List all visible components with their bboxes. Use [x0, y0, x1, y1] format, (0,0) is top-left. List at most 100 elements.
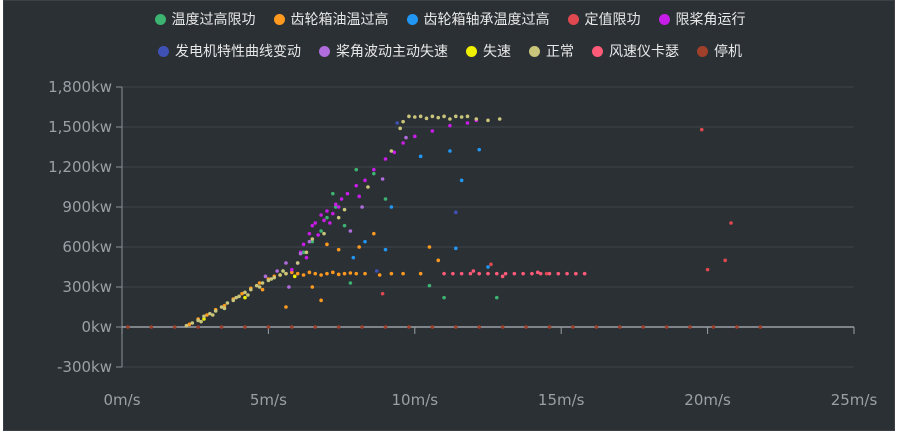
- data-point: [243, 295, 247, 300]
- data-point: [202, 317, 206, 321]
- data-point: [199, 319, 203, 324]
- legend-item[interactable]: 风速仪卡瑟: [592, 41, 679, 61]
- legend: 温度过高限功 齿轮箱油温过高 齿轮箱轴承温度过高 定值限功 限桨角运行 发电机特性曲线变…: [4, 9, 896, 61]
- data-point: [398, 126, 402, 131]
- y-tick-label: -300kw: [57, 358, 112, 376]
- data-point: [360, 325, 364, 329]
- legend-item[interactable]: 正常: [529, 41, 574, 61]
- data-point: [257, 285, 262, 289]
- grid-lines: [122, 86, 854, 368]
- legend-label: 发电机特性曲线变动: [175, 44, 301, 60]
- legend-label: 温度过高限功: [171, 12, 256, 28]
- data-point: [494, 271, 499, 276]
- data-point: [711, 325, 716, 329]
- data-point: [348, 271, 353, 275]
- data-point: [471, 269, 476, 273]
- x-tick-label: 0m/s: [103, 391, 140, 409]
- legend-marker: [273, 13, 285, 25]
- data-point: [389, 271, 394, 276]
- data-point: [351, 255, 356, 260]
- data-point: [363, 239, 367, 244]
- data-point: [210, 313, 215, 317]
- data-point: [465, 121, 470, 125]
- legend-item[interactable]: 温度过高限功: [154, 9, 256, 29]
- data-point: [465, 114, 470, 119]
- data-point: [582, 271, 587, 276]
- data-point: [477, 147, 482, 152]
- data-point: [688, 325, 692, 329]
- data-point: [530, 271, 534, 276]
- data-point: [284, 305, 288, 309]
- data-point: [284, 271, 288, 276]
- data-point: [219, 325, 224, 329]
- data-point: [310, 285, 315, 289]
- data-point: [723, 258, 727, 263]
- data-point: [486, 265, 490, 269]
- legend-item[interactable]: 停机: [697, 41, 742, 61]
- legend-item[interactable]: 失速: [466, 41, 511, 61]
- data-point: [430, 114, 435, 119]
- legend-item[interactable]: 发电机特性曲线变动: [158, 41, 301, 61]
- data-point: [524, 325, 528, 329]
- data-point: [503, 271, 508, 276]
- data-point: [363, 178, 367, 183]
- legend-marker: [529, 45, 540, 57]
- data-point: [404, 135, 408, 140]
- x-tick-label: 5m/s: [250, 391, 287, 409]
- legend-item[interactable]: 齿轮箱油温过高: [273, 9, 389, 29]
- data-point: [290, 325, 294, 329]
- data-point: [521, 271, 525, 276]
- data-point: [641, 325, 645, 329]
- data-point: [290, 267, 294, 272]
- data-point: [544, 271, 549, 276]
- data-point: [319, 298, 323, 303]
- data-point: [574, 271, 578, 276]
- data-point: [424, 116, 429, 121]
- legend-marker: [319, 45, 330, 57]
- data-point: [336, 205, 341, 209]
- x-tick-label: 20m/s: [684, 391, 731, 409]
- data-point: [307, 231, 312, 236]
- data-point: [126, 325, 130, 329]
- legend-label: 失速: [483, 44, 511, 60]
- data-point: [301, 273, 306, 277]
- data-point: [339, 197, 344, 201]
- data-point: [430, 325, 435, 329]
- data-point: [489, 262, 493, 267]
- data-point: [348, 229, 353, 233]
- legend-item[interactable]: 齿轮箱轴承温度过高: [406, 9, 550, 29]
- data-point: [430, 129, 435, 133]
- data-point: [377, 273, 382, 277]
- legend-item[interactable]: 限桨角运行: [658, 9, 746, 29]
- data-point: [249, 287, 253, 292]
- data-point: [348, 281, 353, 285]
- data-point: [448, 117, 452, 121]
- data-point: [196, 318, 200, 323]
- data-point: [222, 306, 227, 311]
- data-point: [418, 271, 423, 276]
- legend-row-2: 发电机特性曲线变动 桨角波动主动失速 失速 正常 风速仪卡瑟 停机: [158, 41, 742, 61]
- data-point: [213, 309, 218, 313]
- data-point: [231, 298, 236, 303]
- data-point: [556, 271, 561, 276]
- data-point: [307, 239, 312, 244]
- scatter-plot: 1,800kw 1,500kw 1,200kw 900kw 600kw 300kw 0kw -…: [48, 78, 877, 409]
- data-point: [322, 231, 326, 236]
- data-point: [357, 245, 361, 249]
- legend-item[interactable]: 定值限功: [567, 9, 641, 29]
- data-point: [427, 245, 432, 249]
- data-point: [535, 270, 540, 275]
- data-point: [313, 271, 318, 276]
- legend-item[interactable]: 桨角波动主动失速: [319, 41, 448, 61]
- axes: [116, 86, 855, 368]
- data-point: [345, 191, 350, 196]
- data-point: [453, 325, 458, 329]
- data-point: [278, 273, 282, 277]
- data-point: [310, 237, 315, 241]
- data-point: [389, 149, 394, 153]
- data-point: [234, 295, 238, 300]
- data-point: [497, 117, 502, 121]
- data-point: [453, 114, 458, 119]
- data-point: [380, 177, 385, 181]
- data-point: [325, 215, 329, 220]
